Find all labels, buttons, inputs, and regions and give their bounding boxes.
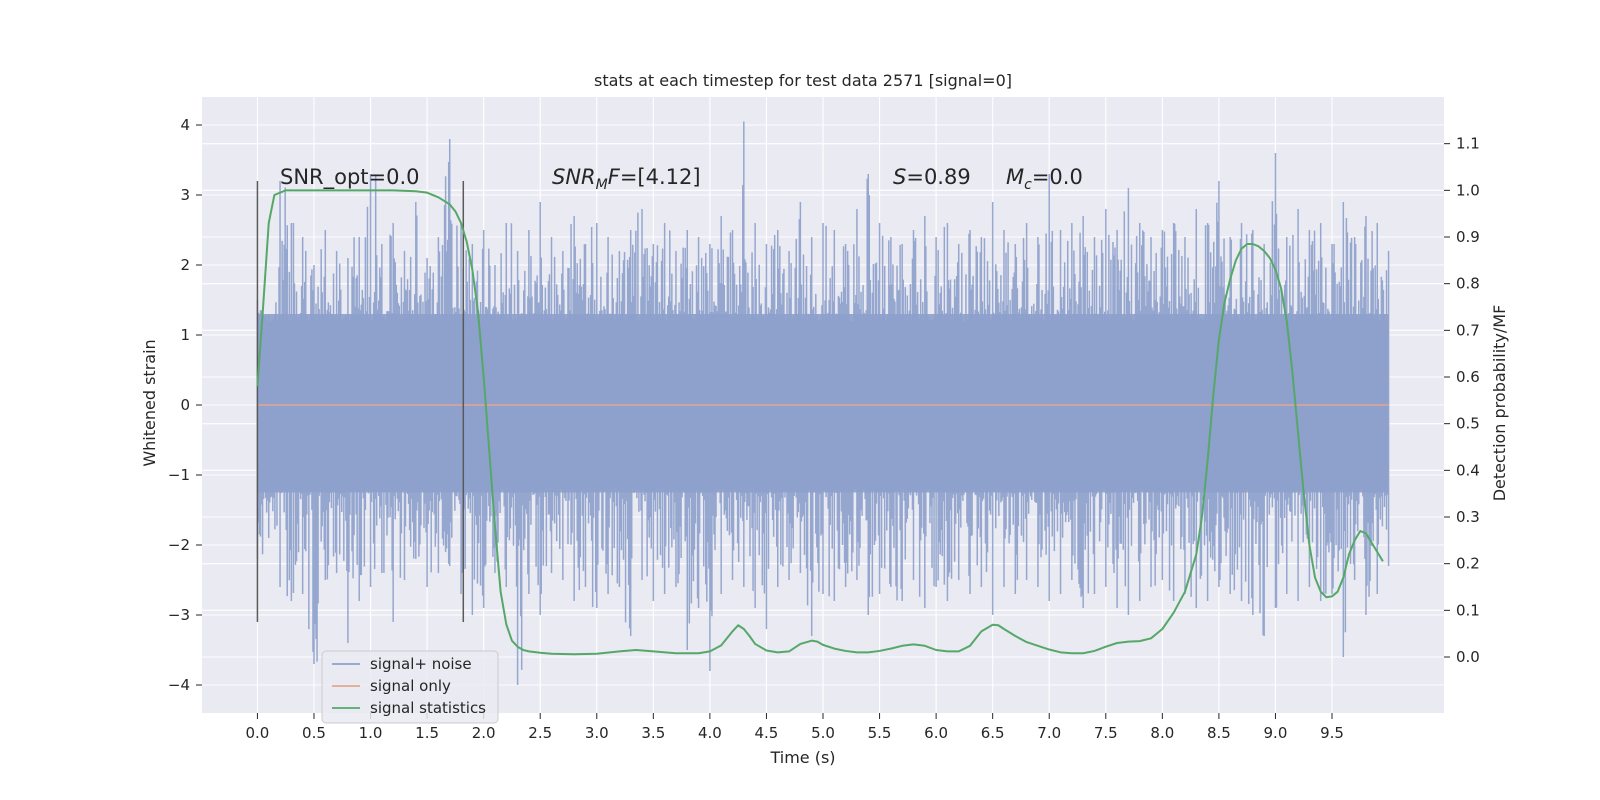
x-tick-label-10: 5.0 (811, 724, 835, 742)
y2-tick-label-7: 0.7 (1456, 321, 1480, 339)
y-tick-label-6: 2 (180, 256, 190, 274)
snr-mf-subscript: M (596, 177, 608, 193)
x-tick-label-18: 9.0 (1264, 724, 1288, 742)
y2-axis-ticks: 0.0 0.1 0.2 0.3 0.4 0.5 0.6 0.7 0.8 0.9 1.0 1.1 (1444, 135, 1480, 666)
x-tick-label-7: 3.5 (641, 724, 665, 742)
signal-statistics-series (256, 189, 1384, 656)
x-tick-label-12: 6.0 (924, 724, 948, 742)
y2-tick-label-6: 0.6 (1456, 368, 1480, 386)
annotation-snr-mf: SNRMF=[4.12] (552, 165, 701, 193)
mc-value: =0.0 (1032, 165, 1083, 189)
x-tick-label-0: 0.0 (245, 724, 269, 742)
y-tick-label-2: −2 (168, 536, 190, 554)
x-tick-label-11: 5.5 (868, 724, 892, 742)
legend-label-signal-only: signal only (370, 677, 451, 695)
legend-label-signal-noise: signal+ noise (370, 655, 472, 673)
y-tick-label-1: −3 (168, 606, 190, 624)
x-tick-label-13: 6.5 (981, 724, 1005, 742)
y-tick-label-8: 4 (180, 116, 190, 134)
x-tick-label-8: 4.0 (698, 724, 722, 742)
x-tick-label-14: 7.0 (1037, 724, 1061, 742)
y2-tick-label-10: 1.0 (1456, 181, 1480, 199)
x-tick-label-19: 9.5 (1320, 724, 1344, 742)
chart-title: stats at each timestep for test data 257… (594, 71, 1012, 90)
annotation-mc: Mc=0.0 (1006, 165, 1083, 193)
signal-statistics-line (256, 189, 1384, 656)
annotation-snr-opt: SNR_opt=0.0 (280, 165, 420, 190)
mc-subscript: c (1024, 177, 1032, 193)
x-tick-label-6: 3.0 (585, 724, 609, 742)
snr-mf-var2: F (608, 165, 621, 189)
y2-tick-label-1: 0.1 (1456, 601, 1480, 619)
y2-tick-label-5: 0.5 (1456, 415, 1480, 433)
y2-tick-label-3: 0.3 (1456, 508, 1480, 526)
annotation-s: S=0.89 (893, 165, 971, 189)
legend: signal+ noise signal only signal statist… (321, 650, 499, 724)
s-var: S (893, 165, 906, 189)
y-tick-label-5: 1 (180, 326, 190, 344)
y-tick-label-0: −4 (168, 676, 190, 694)
x-tick-label-16: 8.0 (1150, 724, 1174, 742)
y-tick-label-4: 0 (180, 396, 190, 414)
x-tick-label-5: 2.5 (528, 724, 552, 742)
y-tick-label-7: 3 (180, 186, 190, 204)
x-tick-label-3: 1.5 (415, 724, 439, 742)
y-tick-label-3: −1 (168, 466, 190, 484)
snr-mf-value: =[4.12] (620, 165, 701, 189)
mc-var: M (1006, 165, 1024, 189)
y2-axis-label: Detection probability/MF (1490, 305, 1509, 502)
s-value: =0.89 (906, 165, 970, 189)
legend-box (321, 650, 499, 724)
snr-mf-var: SNR (552, 165, 596, 189)
y2-tick-label-0: 0.0 (1456, 648, 1480, 666)
y2-tick-label-8: 0.8 (1456, 275, 1480, 293)
x-axis-ticks: 0.0 0.5 1.0 1.5 2.0 2.5 3.0 3.5 4.0 4.5 5.0 5.5 6.0 6… (245, 713, 1344, 742)
y2-tick-label-4: 0.4 (1456, 461, 1480, 479)
y-axis-label: Whitened strain (140, 339, 159, 466)
y-axis-ticks: −4 −3 −2 −1 0 1 2 3 4 (168, 116, 202, 694)
time-markers (256, 181, 465, 622)
x-tick-label-15: 7.5 (1094, 724, 1118, 742)
y2-tick-label-2: 0.2 (1456, 555, 1480, 573)
x-axis-label: Time (s) (769, 748, 835, 767)
legend-label-signal-statistics: signal statistics (370, 699, 486, 717)
x-tick-label-17: 8.5 (1207, 724, 1231, 742)
signal-noise-series (256, 121, 1390, 685)
x-tick-label-9: 4.5 (755, 724, 779, 742)
x-tick-label-1: 0.5 (302, 724, 326, 742)
y2-tick-label-11: 1.1 (1456, 135, 1480, 153)
y2-tick-label-9: 0.9 (1456, 228, 1480, 246)
x-tick-label-2: 1.0 (359, 724, 383, 742)
x-tick-label-4: 2.0 (472, 724, 496, 742)
